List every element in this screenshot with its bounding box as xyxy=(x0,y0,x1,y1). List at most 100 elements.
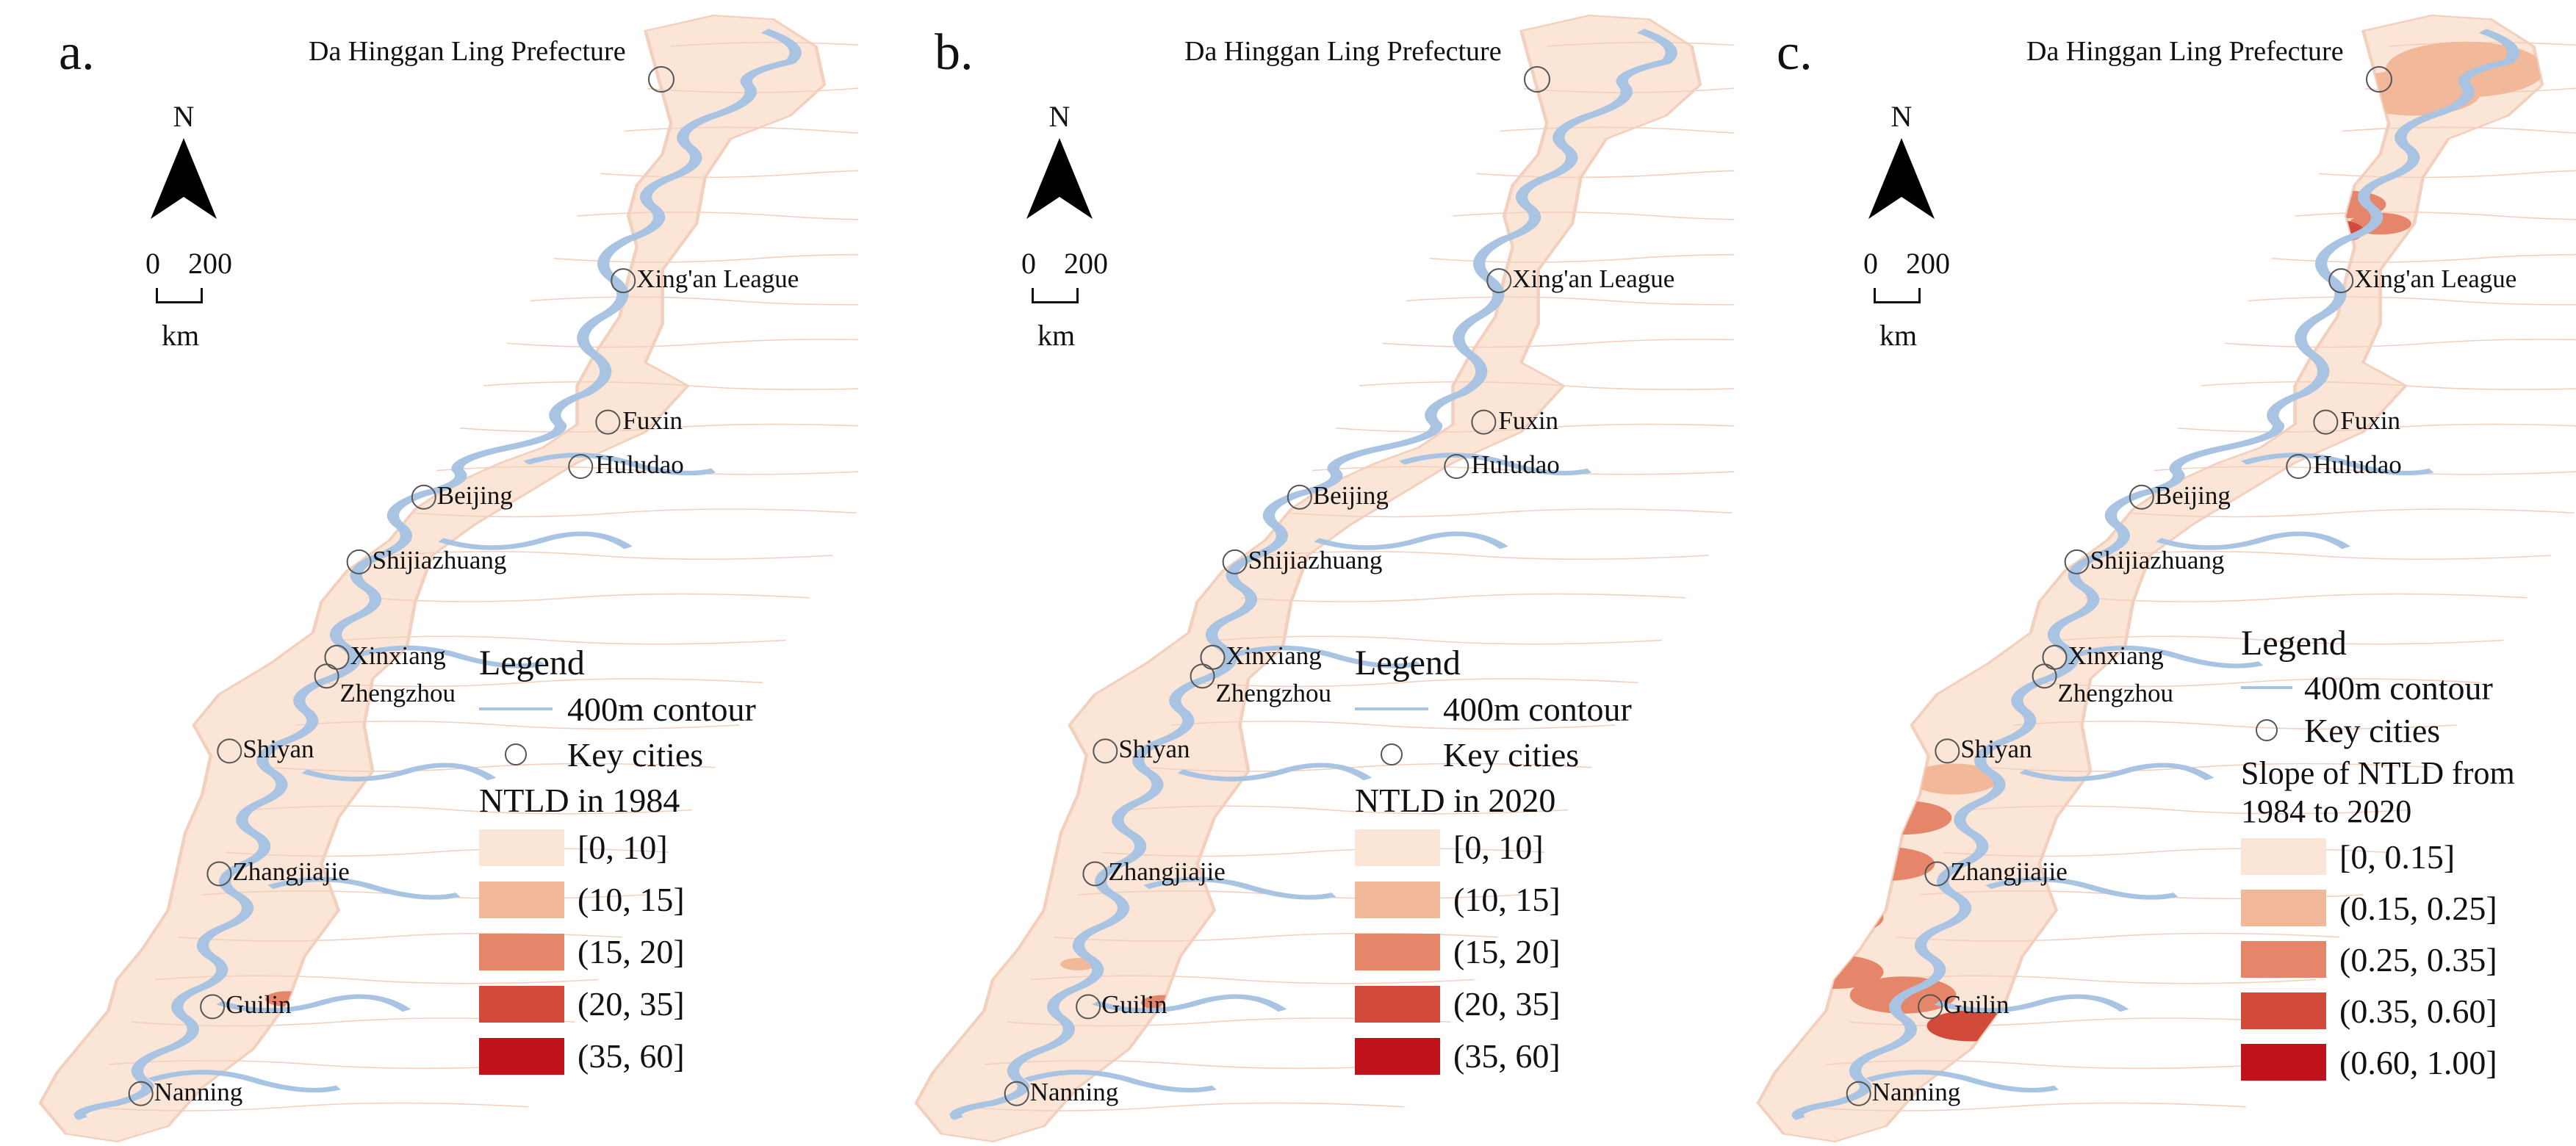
scale-bar: 0 200 km xyxy=(1021,246,1139,352)
contour-400m xyxy=(438,531,633,550)
city-marker xyxy=(2129,484,2154,510)
city-marker xyxy=(1444,453,1469,479)
city-marker xyxy=(1846,1081,1871,1106)
scale-bar: 0 200 km xyxy=(1863,246,1981,352)
legend-swatch xyxy=(479,1037,564,1075)
contour-line-symbol xyxy=(479,707,553,710)
city-label: Shijiazhuang xyxy=(372,545,507,574)
city-label: Fuxin xyxy=(1498,406,1559,435)
legend-swatch xyxy=(1355,933,1440,970)
contour-400m xyxy=(1023,1070,1217,1093)
legend-swatch xyxy=(479,881,564,918)
ntld-class-area xyxy=(2216,209,2306,241)
legend-class-label: [0, 10] xyxy=(1453,829,1544,866)
city-marker xyxy=(568,453,594,479)
legend-class-1: [0, 10] xyxy=(479,821,854,873)
map-canvas-a xyxy=(38,14,858,1143)
city-marker xyxy=(611,268,636,294)
county-boundary xyxy=(553,253,858,263)
city-marker xyxy=(217,738,242,764)
county-boundary xyxy=(1826,1059,2270,1070)
legend-classes-title: NTLD in 2020 xyxy=(1355,782,1556,819)
county-boundary xyxy=(1546,41,1734,47)
scale-bar: 0 200 km xyxy=(145,246,263,352)
legend-cities-label: Key cities xyxy=(567,735,704,774)
ntld-class-area xyxy=(1757,615,1832,650)
ntld-class-area xyxy=(1904,339,2038,386)
legend-cities-item: Key cities xyxy=(2241,709,2572,752)
county-boundary xyxy=(2224,339,2576,348)
county-boundary xyxy=(1242,593,1685,602)
ntld-class-area xyxy=(1757,678,1811,710)
city-label: Guilin xyxy=(226,990,292,1020)
panel-label: c. xyxy=(1777,24,1813,81)
contour-400m xyxy=(2019,763,2215,782)
legend-contour-label: 400m contour xyxy=(567,690,756,728)
scale-end: 200 xyxy=(1906,247,1950,280)
county-boundary xyxy=(1101,848,1545,857)
ntld-class-area xyxy=(1213,250,1267,269)
ntld-class-area xyxy=(2190,228,2298,266)
legend-class-label: (10, 15] xyxy=(1453,881,1561,918)
ntld-class-area xyxy=(1234,209,1314,238)
legend-class-3: (0.25, 0.35] xyxy=(2241,934,2572,985)
city-label: Nanning xyxy=(154,1077,243,1106)
legend-swatch xyxy=(1355,1037,1440,1075)
county-boundary xyxy=(1148,763,1592,772)
county-boundary xyxy=(342,635,787,645)
legend-class-label: (20, 35] xyxy=(1453,985,1561,1023)
county-boundary xyxy=(483,381,858,391)
legend-swatch xyxy=(479,829,564,866)
city-marker xyxy=(1222,549,1248,574)
ntld-class-area xyxy=(1251,212,1349,247)
county-boundary xyxy=(1990,763,2434,772)
city-marker xyxy=(1190,663,1215,689)
city-label: Shijiazhuang xyxy=(1248,545,1383,574)
ntld-class-area xyxy=(1824,441,1949,485)
legend-class-label: (20, 35] xyxy=(578,985,685,1023)
county-boundary xyxy=(1453,211,1734,220)
county-boundary xyxy=(366,593,810,602)
north-arrow-icon xyxy=(151,138,217,219)
legend-cities-label: Key cities xyxy=(1443,735,1580,774)
scale-end: 200 xyxy=(1064,247,1108,280)
city-marker xyxy=(2032,663,2057,689)
county-boundary xyxy=(2060,635,2505,645)
legend-title: Legend xyxy=(1355,644,1461,682)
contour-400m xyxy=(2241,453,2434,476)
city-marker xyxy=(206,861,232,887)
contour-400m xyxy=(1934,994,2129,1013)
city-marker xyxy=(2366,66,2392,93)
county-boundary xyxy=(1195,678,1639,688)
legend-swatch xyxy=(1355,985,1440,1023)
north-arrow-icon xyxy=(1868,138,1935,219)
north-label: N xyxy=(1048,100,1071,133)
city-marker xyxy=(1471,409,1497,435)
city-label: Xinxiang xyxy=(2068,641,2164,670)
city-circle-symbol xyxy=(479,743,553,765)
legend-cities-item: Key cities xyxy=(479,732,854,777)
ntld-class-area xyxy=(1144,285,1234,317)
county-boundary xyxy=(1335,423,1734,433)
north-arrow: N xyxy=(1868,99,1935,223)
city-marker xyxy=(2286,453,2311,479)
city-label: Zhangjiajie xyxy=(1950,857,2068,887)
county-boundary xyxy=(2318,170,2576,179)
scale-bar-line xyxy=(156,288,203,303)
contour-400m xyxy=(73,29,802,1120)
legend: Legend 400m contour Key cities NTLD in 2… xyxy=(1355,643,1730,1082)
city-marker xyxy=(314,663,339,689)
scale-unit: km xyxy=(162,319,200,352)
county-boundary xyxy=(2084,593,2528,602)
city-label: Fuxin xyxy=(622,406,683,435)
city-marker xyxy=(648,66,674,93)
city-label: Zhengzhou xyxy=(2057,679,2173,708)
ntld-class-area xyxy=(2131,308,2220,339)
city-marker xyxy=(1924,861,1950,887)
city-label: Xing'an League xyxy=(636,264,799,294)
legend-class-2: (10, 15] xyxy=(1355,873,1730,926)
panel-label: a. xyxy=(59,24,95,81)
county-boundary xyxy=(2107,550,2551,561)
scale-start: 0 xyxy=(1863,247,1878,280)
city-marker xyxy=(1935,738,1960,764)
